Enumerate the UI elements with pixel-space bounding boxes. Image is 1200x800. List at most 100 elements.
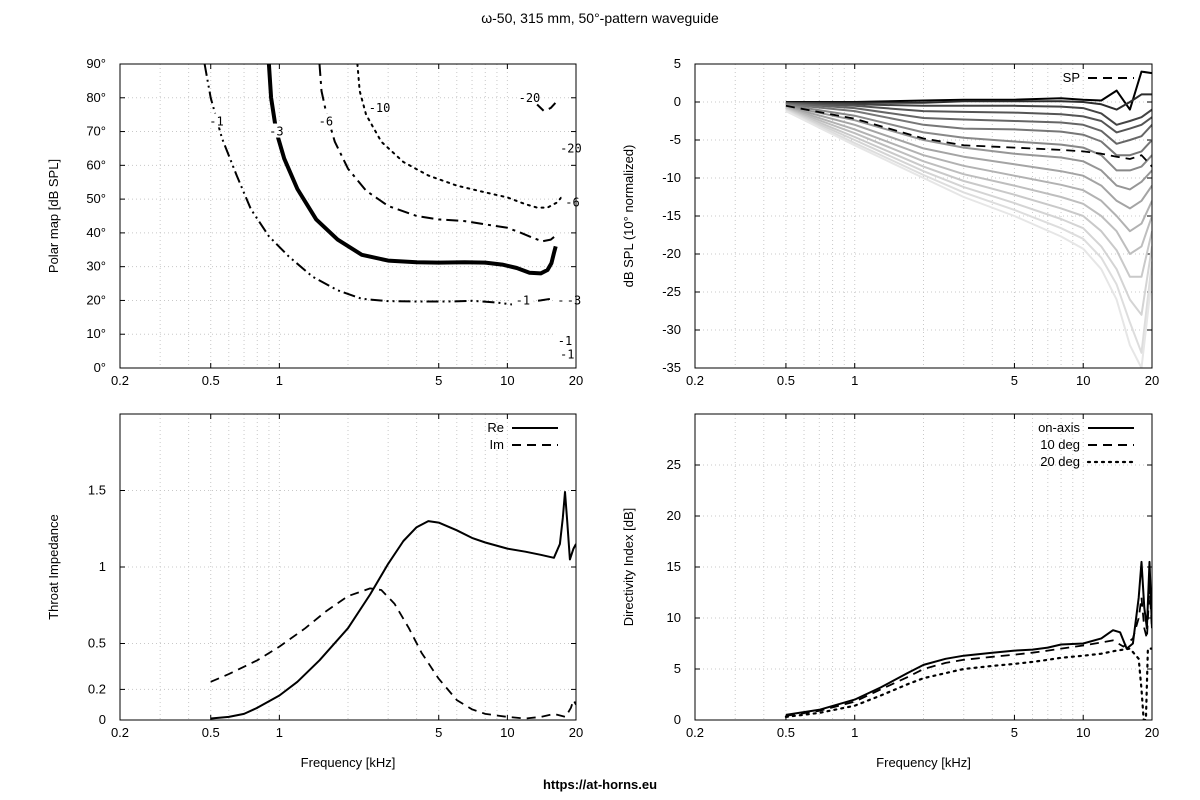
y-tick-label: -25 — [662, 284, 681, 299]
footer-url: https://at-horns.eu — [543, 777, 657, 792]
y-tick-label: 1.5 — [88, 483, 106, 498]
x-tick-label: 0.5 — [777, 725, 795, 740]
x-tick-label: 10 — [1076, 373, 1090, 388]
plot-frame — [694, 63, 1153, 369]
x-tick-label: 0.2 — [111, 725, 129, 740]
series-line — [785, 101, 1152, 126]
series-line — [785, 102, 1152, 145]
grid — [120, 64, 576, 368]
series-line-10deg — [785, 586, 1152, 717]
series-line-3 — [266, 64, 558, 276]
y-tick-label: 25 — [667, 457, 681, 472]
series-line — [785, 104, 1152, 191]
x-tick-label: 5 — [435, 373, 442, 388]
legend-label: SP — [1063, 70, 1080, 85]
series-line-SP — [785, 104, 1152, 168]
x-tick-label: 1 — [276, 373, 283, 388]
plot-area — [210, 491, 576, 720]
grid — [695, 414, 1152, 720]
legend-label: 10 deg — [1040, 437, 1080, 452]
series-line-Im — [210, 587, 576, 720]
contour-label-bg — [554, 332, 577, 347]
y-axis-title: dB SPL (10° normalized) — [621, 145, 636, 288]
grid — [120, 414, 576, 720]
y-tick-label: 10 — [667, 610, 681, 625]
x-tick-label: 5 — [1011, 725, 1018, 740]
legend-label: 20 deg — [1040, 454, 1080, 469]
x-tick-label: 5 — [435, 725, 442, 740]
contour-label: -20 — [519, 91, 541, 105]
contour-label-bg — [205, 113, 228, 128]
series-line-20 — [536, 100, 558, 113]
x-tick-label: 0.5 — [202, 373, 220, 388]
x-tick-label: 20 — [569, 725, 583, 740]
contour-label: -6 — [565, 195, 579, 209]
y-tick-label: 80° — [86, 90, 106, 105]
y-tick-label: 0° — [94, 360, 106, 375]
contour-label-bg — [511, 292, 534, 307]
y-tick-label: -20 — [662, 246, 681, 261]
y-tick-label: -10 — [662, 170, 681, 185]
x-tick-label: 20 — [1145, 725, 1159, 740]
y-axis-title: Throat Impedance — [46, 514, 61, 620]
x-tick-label: 1 — [851, 373, 858, 388]
contour-label: -1 — [209, 114, 223, 128]
series-line — [785, 110, 1152, 368]
y-tick-label: 0.5 — [88, 636, 106, 651]
y-tick-label: 15 — [667, 559, 681, 574]
y-tick-label: 10° — [86, 326, 106, 341]
y-tick-label: 0.2 — [88, 681, 106, 696]
y-tick-label: 5 — [674, 661, 681, 676]
x-tick-label: 20 — [1145, 373, 1159, 388]
y-tick-label: 60° — [86, 157, 106, 172]
contour-label: -3 — [269, 125, 283, 139]
contour-label: -1 — [516, 293, 530, 307]
figure-title: ω-50, 315 mm, 50°-pattern waveguide — [481, 10, 719, 26]
y-tick-label: -15 — [662, 208, 681, 223]
plot-frame — [119, 63, 577, 369]
legend-label: on-axis — [1038, 420, 1080, 435]
x-tick-label: 10 — [500, 373, 514, 388]
contour-label-bg — [314, 113, 337, 128]
y-tick-label: 20 — [667, 508, 681, 523]
plot-area — [784, 560, 1152, 720]
y-tick-label: 90° — [86, 56, 106, 71]
y-tick-label: -30 — [662, 322, 681, 337]
contour-label: -1 — [560, 347, 574, 361]
x-tick-label: 10 — [500, 725, 514, 740]
contour-label: -6 — [319, 114, 333, 128]
series-line-onaxis — [785, 560, 1152, 716]
series-line-10 — [356, 64, 564, 209]
contour-label-bg — [265, 123, 288, 138]
x-tick-label: 1 — [851, 725, 858, 740]
contour-label-bg — [368, 99, 391, 114]
series-line — [785, 108, 1152, 316]
y-tick-label: -5 — [669, 132, 681, 147]
y-tick-label: 70° — [86, 124, 106, 139]
series-line — [785, 106, 1152, 233]
contour-label: -20 — [560, 141, 582, 155]
y-tick-label: 50° — [86, 191, 106, 206]
series-line — [785, 105, 1152, 210]
series-line — [785, 93, 1152, 111]
series-line — [785, 107, 1152, 255]
contour-label-bg — [562, 292, 585, 307]
x-tick-label: 1 — [276, 725, 283, 740]
x-tick-label: 0.2 — [686, 725, 704, 740]
plot-frame — [694, 413, 1153, 721]
x-tick-label: 0.2 — [686, 373, 704, 388]
x-tick-label: 20 — [569, 373, 583, 388]
series-line — [785, 104, 1152, 172]
legend-label: Re — [487, 420, 504, 435]
contour-label-bg — [518, 89, 541, 104]
contour-label: -3 — [567, 293, 581, 307]
series-line-20deg — [784, 647, 1152, 720]
y-axis-title: Polar map [dB SPL] — [46, 159, 61, 273]
contour-label: -1 — [558, 334, 572, 348]
throat-impedance-panel: 0.2 0.5 1 5 10 20 0 0.2 0.5 1 1.5 Throat Impedance F… — [46, 413, 583, 770]
plot-area — [785, 70, 1152, 368]
y-tick-label: 5 — [674, 56, 681, 71]
x-axis-title: Frequency [kHz] — [301, 755, 396, 770]
